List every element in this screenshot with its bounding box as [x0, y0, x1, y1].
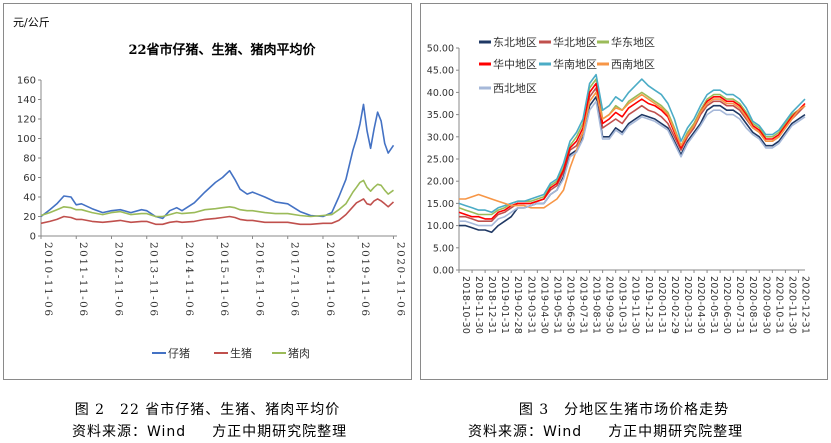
x-tick-label: 2018-11-30: [473, 276, 484, 334]
figure-source-left: 资料来源：Wind 方正中期研究院整理: [72, 421, 347, 441]
x-tick-label: 2019-01-31: [499, 276, 510, 334]
chart-panel-left: 0 20 40 60 80 100 120 140 160 2010-11-06 2011-11-0…: [3, 3, 412, 380]
y-tick-label: 15.00: [427, 199, 454, 210]
x-tick-label: 2019-07-31: [578, 276, 589, 334]
figure-caption-left: 图 2 22 省市仔猪、生猪、猪肉平均价: [74, 402, 341, 418]
pig-price-chart: 0 20 40 60 80 100 120 140 160 2010-11-06 2011-11-0…: [13, 16, 406, 360]
x-tick-label: 2013-11-06: [148, 242, 160, 318]
x-tick-label: 2011-11-06: [77, 242, 89, 318]
source-label: 资料来源：: [468, 424, 543, 440]
series-line-1: [459, 87, 806, 222]
legend-label-6: 西北地区: [493, 82, 537, 95]
x-tick-label: 2020-11-30: [786, 276, 797, 334]
x-tick-label: 2020-05-31: [708, 276, 719, 334]
series-line-0: [40, 103, 395, 220]
figure-source-right: 资料来源：Wind 方正中期研究院整理: [468, 421, 743, 441]
y-axis-title: 元/公斤: [13, 16, 50, 29]
x-tick-label: 2020-06-30: [721, 276, 732, 334]
y-tick-label: 20.00: [427, 177, 454, 188]
x-tick-label: 2019-04-30: [538, 276, 549, 334]
source-name: Wind: [147, 424, 187, 440]
x-tick-label: 2020-03-31: [682, 276, 693, 334]
chart-title: 22省市仔猪、生猪、猪肉平均价: [128, 42, 316, 58]
series-line-4: [458, 73, 806, 214]
y-tick-label: 25.00: [427, 155, 454, 166]
x-tick-label: 2018-12-31: [486, 276, 497, 334]
regional-hog-price-chart: 0.00 5.00 10.00 15.00 20.00 25.00 30.00 35.00 40…: [427, 35, 811, 334]
x-tick-label: 2019-09-30: [604, 276, 615, 334]
series-line-1: [40, 198, 395, 226]
series-line-3: [458, 82, 806, 220]
source-org: 方正中期研究院整理: [608, 424, 744, 440]
x-tick-label: 2019-03-31: [525, 276, 536, 334]
x-tick-label: 2019-06-30: [564, 276, 575, 334]
series-line-5: [459, 91, 806, 209]
legend-label-5: 西南地区: [611, 58, 655, 71]
x-tick-label: 2020-10-31: [773, 276, 784, 334]
y-tick-label: 0.00: [433, 266, 454, 277]
x-tick-label: 2019-11-06: [359, 242, 371, 318]
legend-label-2: 华东地区: [611, 35, 655, 49]
x-tick-label: 2020-08-31: [747, 276, 758, 334]
x-tick-label: 2012-11-06: [112, 242, 124, 318]
x-tick-label: 2017-11-06: [289, 242, 301, 318]
x-tick-label: 2015-11-06: [218, 242, 230, 318]
y-tick-label: 140: [17, 95, 36, 106]
x-tick-label: 2018-10-30: [460, 276, 471, 334]
y-tick-label: 20: [23, 212, 36, 223]
source-org: 方正中期研究院整理: [212, 424, 348, 440]
x-tick-label: 2019-11-30: [630, 276, 641, 334]
x-tick-label: 2019-12-31: [643, 276, 654, 334]
y-tick-label: 35.00: [427, 110, 454, 121]
legend-label-4: 华南地区: [553, 57, 597, 71]
legend-label-1: 华北地区: [553, 35, 597, 49]
series-line-2: [40, 179, 394, 218]
legend-label-0: 仔猪: [168, 347, 190, 360]
x-tick-label: 2020-11-06: [394, 242, 406, 318]
x-tick-label: 2019-08-31: [591, 276, 602, 334]
y-tick-label: 45.00: [427, 66, 454, 77]
y-tick-label: 5.00: [433, 243, 454, 254]
y-tick-label: 40: [23, 193, 36, 204]
y-tick-label: 80: [23, 154, 36, 165]
x-tick-label: 2016-11-06: [253, 242, 265, 318]
x-tick-label: 2010-11-06: [42, 242, 54, 318]
x-tick-label: 2020-02-29: [669, 276, 680, 334]
legend-label-3: 华中地区: [493, 57, 537, 71]
x-tick-label: 2018-11-06: [324, 242, 336, 318]
legend-label-2: 猪肉: [288, 347, 310, 360]
series-line-2: [458, 78, 806, 216]
x-tick-label: 2020-04-30: [695, 276, 706, 334]
x-tick-label: 2020-09-30: [760, 276, 771, 334]
series-line-6: [459, 100, 806, 227]
source-name: Wind: [543, 424, 583, 440]
x-tick-label: 2020-12-31: [799, 276, 810, 334]
x-tick-label: 2019-02-28: [512, 276, 523, 334]
legend-label-0: 东北地区: [493, 36, 537, 49]
x-tick-label: 2020-07-31: [734, 276, 745, 334]
y-tick-label: 50.00: [427, 44, 454, 55]
y-tick-label: 30.00: [427, 132, 454, 143]
y-tick-label: 40.00: [427, 88, 454, 99]
x-tick-label: 2019-10-31: [617, 276, 628, 334]
y-tick-label: 100: [17, 134, 36, 145]
chart-panel-right: 0.00 5.00 10.00 15.00 20.00 25.00 30.00 35.00 40…: [420, 3, 828, 380]
y-tick-label: 0: [30, 232, 36, 243]
figure-caption-right: 图 3 分地区生猪市场价格走势: [518, 402, 730, 418]
legend-label-1: 生猪: [230, 346, 252, 360]
y-tick-label: 10.00: [427, 221, 454, 232]
y-tick-label: 60: [23, 173, 36, 184]
x-tick-label: 2020-01-31: [656, 276, 667, 334]
y-tick-label: 160: [17, 76, 36, 87]
x-tick-label: 2019-05-31: [551, 276, 562, 334]
source-label: 资料来源：: [72, 424, 147, 440]
x-tick-label: 2014-11-06: [183, 242, 195, 318]
y-tick-label: 120: [17, 115, 36, 126]
